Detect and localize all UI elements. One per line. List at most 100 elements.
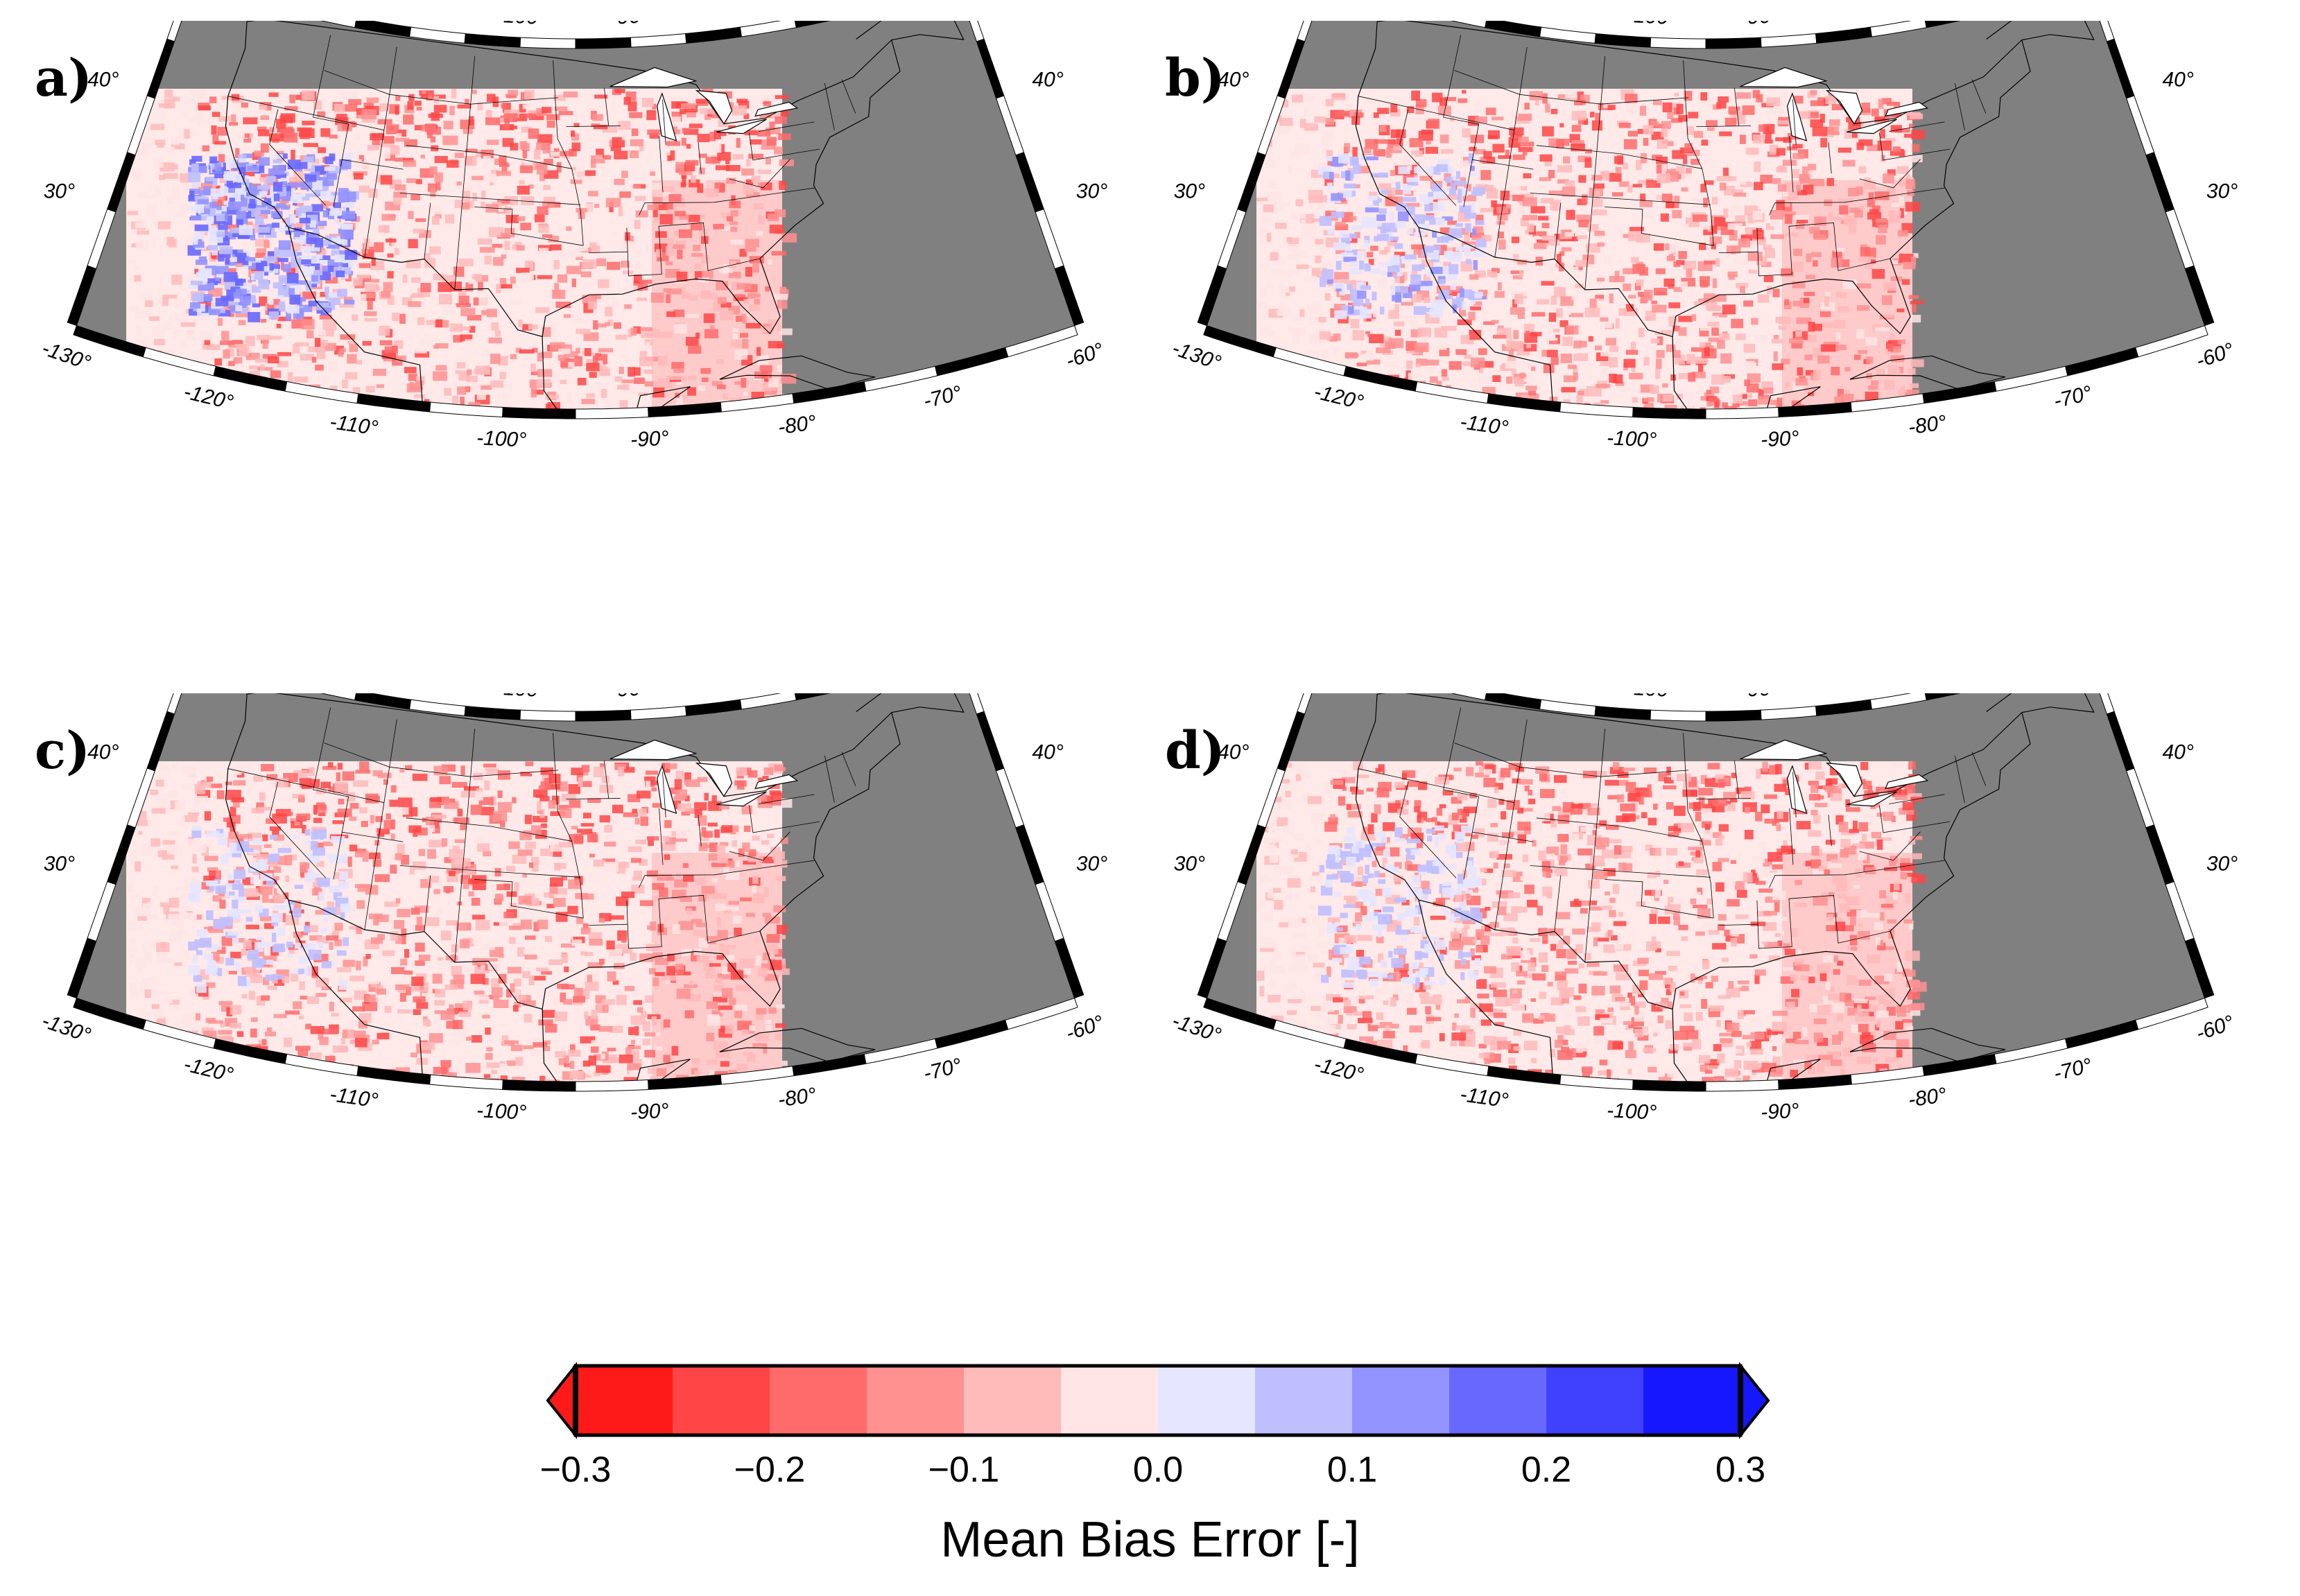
lon-label-bottom: -120°: [182, 380, 236, 414]
colorbar-tick-label: −0.2: [734, 1450, 806, 1490]
lat-label-right: 40°: [2163, 740, 2194, 763]
mbe-field: [1256, 761, 1927, 1082]
lat-label-left: 40°: [87, 68, 119, 91]
lat-label-left: 30°: [44, 853, 75, 876]
colorbar-swatch: [1352, 1366, 1450, 1435]
lon-label-bottom: -110°: [1459, 410, 1510, 440]
colorbar-title: Mean Bias Error [-]: [940, 1512, 1360, 1568]
map-c: -130°-130°-120°-120°-110°-110°-100°-100°…: [39, 693, 1107, 1125]
mbe-field: [126, 89, 797, 409]
mbe-field: [1256, 89, 1926, 409]
colorbar-swatch: [1255, 1366, 1353, 1435]
lat-label-right: 30°: [1076, 180, 1107, 203]
lat-label-right: 40°: [2163, 68, 2194, 91]
colorbar: [546, 1362, 1770, 1439]
panel-label: b): [1165, 49, 1225, 108]
lon-label-bottom: -70°: [922, 381, 965, 413]
mbe-field: [126, 761, 793, 1082]
map-frame: [67, 21, 1084, 419]
colorbar-swatch: [1546, 1366, 1644, 1435]
lon-label-bottom: -80°: [777, 1084, 818, 1111]
map-panel-d: -130°-130°-120°-120°-110°-110°-100°-100°…: [1165, 693, 2247, 1324]
lon-label-bottom: -100°: [476, 426, 527, 451]
panel-label: d): [1165, 721, 1225, 781]
lat-label-right: 30°: [2206, 180, 2238, 203]
colorbar-tick-label: 0.1: [1326, 1450, 1378, 1490]
lat-label-right: 30°: [1076, 853, 1107, 876]
colorbar-tick-label: −0.1: [928, 1450, 1000, 1490]
lon-label-bottom: -100°: [476, 1099, 527, 1124]
lon-label-bottom: -110°: [329, 1083, 380, 1113]
lat-label-right: 40°: [1032, 68, 1064, 91]
lon-label-bottom: -110°: [1459, 1083, 1510, 1113]
colorbar-swatch: [867, 1366, 965, 1435]
lat-label-left: 30°: [44, 180, 75, 203]
colorbar-swatch: [673, 1366, 770, 1435]
lon-label-top: -90°: [610, 693, 650, 702]
colorbar-swatch: [1643, 1366, 1741, 1435]
lon-label-bottom: -110°: [329, 410, 380, 440]
coastlines-borders: [1355, 693, 2095, 1082]
lon-label-bottom: -60°: [1063, 1011, 1107, 1045]
lon-label-bottom: -70°: [2052, 381, 2095, 413]
lon-label-top: -100°: [496, 21, 547, 29]
lon-label-bottom: -80°: [1907, 1084, 1948, 1111]
colorbar-swatch: [1449, 1366, 1547, 1435]
lon-label-bottom: -120°: [1312, 380, 1366, 414]
colorbar-tick-label: 0.0: [1132, 1450, 1184, 1490]
lon-label-bottom: -120°: [182, 1052, 236, 1086]
colorbar-tick-label: 0.3: [1715, 1450, 1766, 1490]
map-frame: [67, 693, 1084, 1092]
lat-label-left: 30°: [1174, 180, 1205, 203]
map-d: -130°-130°-120°-120°-110°-110°-100°-100°…: [1169, 693, 2238, 1125]
map-frame: [1197, 693, 2215, 1092]
colorbar-over-triangle: [1739, 1362, 1770, 1439]
lon-label-bottom: -90°: [1760, 427, 1799, 452]
lon-label-bottom: -90°: [630, 427, 669, 452]
colorbar-swatch: [1158, 1366, 1256, 1435]
lon-label-bottom: -100°: [1606, 426, 1657, 451]
colorbar-swatch: [964, 1366, 1062, 1435]
lon-label-top: -90°: [1740, 693, 1780, 702]
colorbar-under-triangle: [546, 1362, 577, 1439]
lon-label-bottom: -120°: [1312, 1052, 1366, 1086]
coastlines-borders: [225, 21, 965, 409]
lat-label-right: 40°: [1032, 740, 1064, 763]
lon-label-bottom: -90°: [630, 1100, 669, 1125]
lon-label-bottom: -130°: [39, 1009, 94, 1048]
lat-label-left: 30°: [1174, 853, 1205, 876]
map-panel-c: -130°-130°-120°-120°-110°-110°-100°-100°…: [35, 693, 1116, 1324]
lat-label-left: 40°: [87, 740, 119, 763]
map-frame: [1197, 21, 2215, 419]
lon-label-bottom: -60°: [2193, 338, 2237, 372]
lat-label-left: 40°: [1218, 740, 1249, 763]
lon-label-bottom: -90°: [1760, 1100, 1799, 1125]
coastlines-borders: [1355, 21, 2095, 409]
lon-label-bottom: -100°: [1606, 1099, 1657, 1124]
lat-label-right: 30°: [2206, 853, 2238, 876]
panel-label: a): [35, 49, 92, 108]
lon-label-bottom: -70°: [2052, 1054, 2095, 1085]
lon-label-bottom: -80°: [777, 411, 818, 439]
colorbar-swatch: [770, 1366, 867, 1435]
map-panel-a: -130°-130°-120°-120°-110°-110°-100°-100°…: [35, 21, 1116, 652]
colorbar-swatch: [1061, 1366, 1159, 1435]
lon-label-top: -100°: [496, 693, 547, 702]
lon-label-bottom: -60°: [1063, 338, 1107, 372]
lon-label-top: -90°: [610, 21, 650, 29]
colorbar-swatch: [576, 1366, 673, 1435]
lon-label-bottom: -60°: [2193, 1011, 2237, 1045]
lat-label-left: 40°: [1218, 68, 1249, 91]
lon-label-bottom: -80°: [1907, 411, 1948, 439]
coastlines-borders: [225, 693, 965, 1082]
lon-label-bottom: -130°: [1169, 337, 1224, 375]
colorbar-tick-label: −0.3: [539, 1450, 612, 1490]
map-b: -130°-130°-120°-120°-110°-110°-100°-100°…: [1169, 21, 2238, 452]
lon-label-bottom: -130°: [39, 337, 94, 375]
lon-label-top: -90°: [1740, 21, 1780, 29]
lon-label-bottom: -130°: [1169, 1009, 1224, 1048]
map-a: -130°-130°-120°-120°-110°-110°-100°-100°…: [39, 21, 1107, 452]
lon-label-top: -100°: [1626, 693, 1677, 702]
lon-label-top: -100°: [1626, 21, 1677, 29]
colorbar-tick-label: 0.2: [1521, 1450, 1572, 1490]
